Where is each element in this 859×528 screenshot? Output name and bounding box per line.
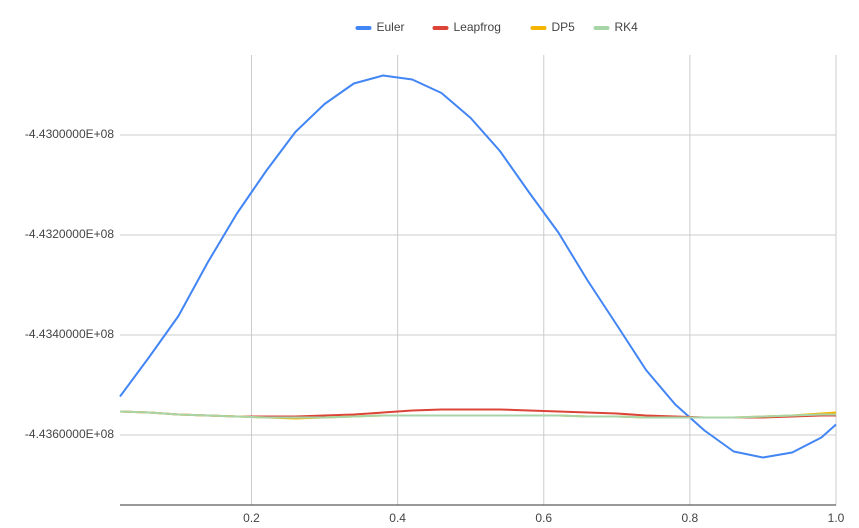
legend-label: Leapfrog bbox=[454, 20, 501, 34]
x-tick-label: 0.4 bbox=[389, 511, 406, 525]
x-tick-label: 1.0 bbox=[828, 511, 845, 525]
y-tick-label: -4.4340000E+08 bbox=[25, 327, 114, 341]
y-tick-label: -4.4320000E+08 bbox=[25, 227, 114, 241]
legend-label: RK4 bbox=[615, 20, 639, 34]
x-tick-label: 0.6 bbox=[535, 511, 552, 525]
y-tick-label: -4.4360000E+08 bbox=[25, 427, 114, 441]
x-tick-label: 0.2 bbox=[243, 511, 260, 525]
x-tick-label: 0.8 bbox=[682, 511, 699, 525]
legend-label: Euler bbox=[377, 20, 405, 34]
legend-label: DP5 bbox=[552, 20, 576, 34]
series-line bbox=[119, 74, 837, 459]
series-line bbox=[119, 410, 836, 419]
y-tick-label: -4.4300000E+08 bbox=[25, 127, 114, 141]
